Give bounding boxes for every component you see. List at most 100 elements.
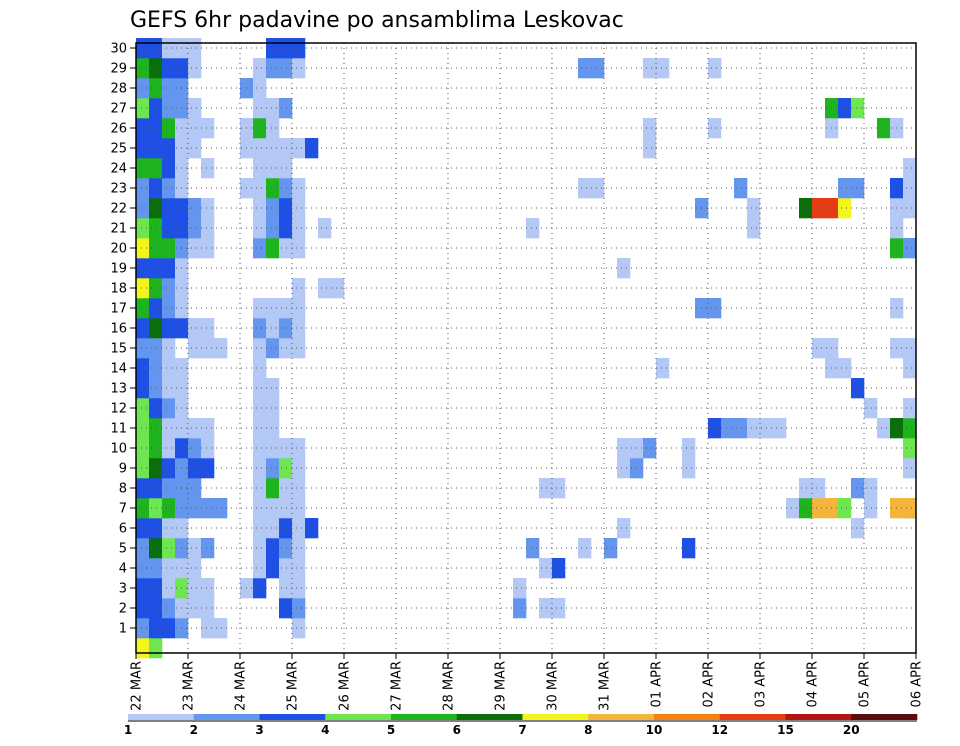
heatmap-cell <box>188 238 202 259</box>
legend-label: 7 <box>518 723 526 737</box>
heatmap-cell <box>162 138 176 159</box>
x-tick-label: 06 APR <box>910 661 925 707</box>
heatmap-cell <box>253 158 267 179</box>
heatmap-cell <box>149 278 163 299</box>
legend-label: 2 <box>190 723 198 737</box>
heatmap-cell <box>266 98 280 119</box>
heatmap-cell <box>149 338 163 359</box>
heatmap-cell <box>864 498 878 519</box>
legend-label: 3 <box>255 723 263 737</box>
heatmap-cell <box>253 58 267 79</box>
heatmap-cell <box>253 438 267 459</box>
heatmap-cell <box>149 378 163 399</box>
heatmap-cell <box>747 198 761 219</box>
heatmap-cell <box>786 498 800 519</box>
heatmap-cell <box>201 438 215 459</box>
heatmap-cell <box>279 238 293 259</box>
heatmap-cell <box>149 318 163 339</box>
heatmap-cell <box>266 138 280 159</box>
x-tick-label: 24 MAR <box>234 661 249 711</box>
heatmap-cell <box>162 38 176 59</box>
legend-label: 12 <box>711 723 728 737</box>
legend-label: 5 <box>387 723 395 737</box>
heatmap-cell <box>136 98 150 119</box>
y-tick-label: 5 <box>119 542 127 557</box>
heatmap-cell <box>578 538 592 559</box>
heatmap-cell <box>903 178 917 199</box>
heatmap-cell <box>136 78 150 99</box>
heatmap-cell <box>292 598 306 619</box>
heatmap-cell <box>266 178 280 199</box>
heatmap-cell <box>162 418 176 439</box>
heatmap-cell <box>162 378 176 399</box>
heatmap-cell <box>812 338 826 359</box>
heatmap-cell <box>279 558 293 579</box>
heatmap-cell <box>253 398 267 419</box>
legend-label: 6 <box>453 723 461 737</box>
y-tick-label: 30 <box>110 42 127 57</box>
y-tick-label: 9 <box>119 462 127 477</box>
heatmap-cell <box>136 118 150 139</box>
y-tick-label: 6 <box>119 522 127 537</box>
legend-swatch <box>193 714 260 720</box>
heatmap-cell <box>864 398 878 419</box>
heatmap-cell <box>136 178 150 199</box>
heatmap-cell <box>149 438 163 459</box>
heatmap-cell <box>292 38 306 59</box>
heatmap-cell <box>539 478 553 499</box>
heatmap-cell <box>266 478 280 499</box>
heatmap-cell <box>149 398 163 419</box>
heatmap-cell <box>214 618 228 639</box>
heatmap-cell <box>201 198 215 219</box>
heatmap-cell <box>266 458 280 479</box>
x-tick-label: 01 APR <box>650 661 665 707</box>
heatmap-cell <box>292 518 306 539</box>
heatmap-cell <box>279 498 293 519</box>
heatmap-cell <box>851 98 865 119</box>
heatmap-cell <box>643 138 657 159</box>
heatmap-cell <box>188 98 202 119</box>
heatmap-cell <box>292 338 306 359</box>
heatmap-cell <box>149 58 163 79</box>
heatmap-cell <box>136 398 150 419</box>
heatmap-cell <box>136 198 150 219</box>
chart-title: GEFS 6hr padavine po ansamblima Leskovac <box>130 8 624 33</box>
heatmap-cell <box>253 298 267 319</box>
heatmap-cell <box>149 178 163 199</box>
heatmap-cell <box>149 558 163 579</box>
heatmap-cell <box>136 538 150 559</box>
heatmap-cell <box>838 98 852 119</box>
heatmap-cell <box>136 478 150 499</box>
heatmap-cell <box>136 338 150 359</box>
heatmap-cell <box>162 478 176 499</box>
heatmap-cell <box>903 358 917 379</box>
heatmap-cell <box>188 458 202 479</box>
heatmap-cell <box>682 458 696 479</box>
x-tick-label: 30 MAR <box>546 661 561 711</box>
heatmap-cell <box>656 58 670 79</box>
legend-label: 15 <box>777 723 794 737</box>
heatmap-cell <box>253 98 267 119</box>
heatmap-cell <box>188 418 202 439</box>
x-tick-label: 27 MAR <box>390 661 405 711</box>
heatmap-cell <box>721 418 735 439</box>
y-axis-ticks: 1234567891011121314151617181920212223242… <box>110 42 136 637</box>
x-tick-label: 28 MAR <box>442 661 457 711</box>
y-tick-label: 23 <box>110 182 127 197</box>
heatmap-cell <box>149 538 163 559</box>
heatmap-cell <box>279 138 293 159</box>
legend-label: 4 <box>321 723 329 737</box>
heatmap-cell <box>799 198 813 219</box>
heatmap-cell <box>279 598 293 619</box>
heatmap-cell <box>136 638 150 659</box>
heatmap-cell <box>591 178 605 199</box>
heatmap-cell <box>162 98 176 119</box>
heatmap-cell <box>266 298 280 319</box>
x-tick-label: 05 APR <box>858 661 873 707</box>
heatmap-cell <box>292 478 306 499</box>
heatmap-cell <box>292 58 306 79</box>
heatmap-cell <box>903 458 917 479</box>
heatmap-cell <box>149 518 163 539</box>
y-tick-label: 1 <box>119 622 127 637</box>
